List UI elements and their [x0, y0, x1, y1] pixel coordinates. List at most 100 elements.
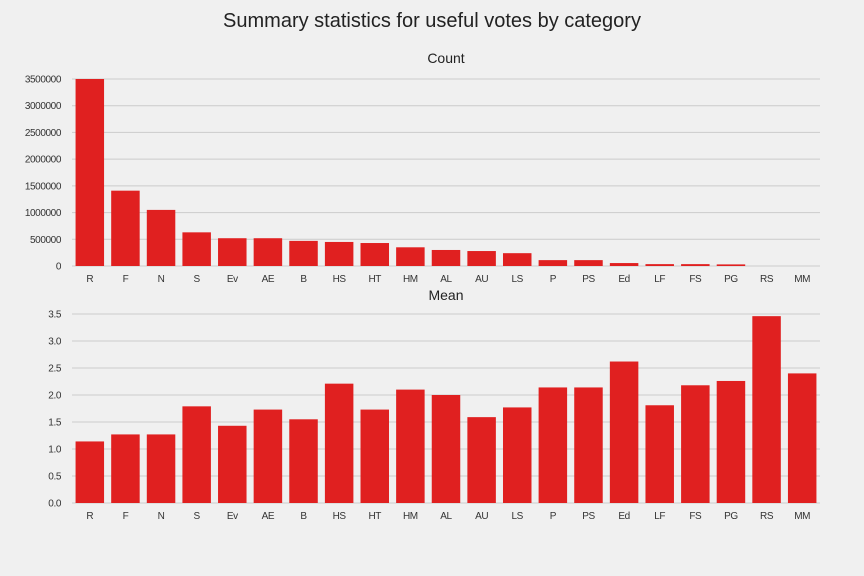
mean-bar-LF: [645, 405, 674, 503]
mean-x-tick-label: AL: [440, 511, 452, 522]
count-x-tick-label: F: [123, 274, 129, 285]
mean-x-tick-label: AE: [262, 511, 275, 522]
mean-bar-F: [111, 434, 140, 503]
count-x-tick-label: LF: [654, 274, 665, 285]
count-bar-AU: [467, 251, 496, 266]
mean-bar-Ed: [609, 361, 639, 503]
mean-y-tick-label: 0.5: [48, 472, 62, 483]
mean-bar-HT: [360, 409, 390, 503]
count-bar-PG: [716, 264, 746, 266]
mean-bar-FS: [681, 385, 710, 503]
count-x-tick-label: HS: [333, 274, 347, 285]
mean-y-tick-label: 2.5: [48, 364, 62, 375]
mean-x-tick-label: PS: [582, 511, 595, 522]
count-y-tick-label: 500000: [30, 235, 62, 246]
mean-y-tick-label: 3.0: [48, 337, 62, 348]
count-y-tick-label: 1500000: [25, 181, 62, 192]
mean-x-tick-label: B: [300, 511, 307, 522]
count-x-tick-label: FS: [689, 274, 702, 285]
mean-bar-AE: [253, 409, 283, 503]
mean-bar-RS: [752, 316, 781, 503]
count-bar-N: [146, 209, 176, 266]
mean-bar-HM: [396, 389, 425, 503]
count-x-tick-label: AE: [262, 274, 275, 285]
mean-bar-AU: [467, 417, 496, 503]
mean-x-tick-label: Ev: [227, 511, 238, 522]
count-x-tick-label: Ed: [618, 274, 629, 285]
count-x-tick-label: AU: [475, 274, 488, 285]
mean-chart-title: Mean: [428, 287, 463, 303]
count-y-tick-label: 2500000: [25, 128, 62, 139]
mean-bar-S: [182, 406, 211, 503]
count-chart: Count 0 500000 1000000 1500000 2000000 2500000…: [25, 50, 820, 285]
count-bar-Ed: [609, 263, 639, 266]
count-x-tick-label: MM: [794, 274, 810, 285]
count-x-tick-label: RS: [760, 274, 774, 285]
count-bar-AE: [253, 238, 283, 266]
mean-bar-PG: [716, 380, 746, 503]
count-bar-HT: [360, 243, 390, 266]
mean-x-tick-label: MM: [794, 511, 810, 522]
mean-y-tick-label: 1.0: [48, 445, 62, 456]
mean-x-tick-label: LS: [512, 511, 524, 522]
count-bar-LF: [645, 264, 674, 266]
count-bar-FS: [681, 264, 710, 266]
mean-chart: Mean 0.0 0.5 1.0 1.5 2.0 2.5 3.0 3.5 R F N S Ev AE B HS H…: [48, 287, 820, 522]
count-bar-P: [538, 260, 568, 266]
mean-y-tick-label: 1.5: [48, 418, 62, 429]
count-bar-AL: [431, 249, 461, 266]
count-bar-B: [289, 240, 318, 266]
count-y-tick-label: 1000000: [25, 208, 62, 219]
mean-x-tick-label: N: [158, 511, 165, 522]
mean-x-tick-label: Ed: [618, 511, 629, 522]
count-x-tick-label: AL: [440, 274, 452, 285]
count-bar-HM: [396, 247, 425, 266]
count-x-tick-label: PS: [582, 274, 595, 285]
count-bar-F: [111, 190, 140, 266]
count-bar-HS: [324, 241, 354, 266]
count-chart-title: Count: [427, 50, 464, 66]
count-x-tick-label: Ev: [227, 274, 238, 285]
count-x-tick-label: PG: [724, 274, 738, 285]
mean-y-tick-label: 0.0: [48, 499, 62, 510]
count-bar-R: [75, 79, 105, 266]
figure-title: Summary statistics for useful votes by c…: [223, 10, 641, 32]
mean-bar-B: [289, 419, 318, 503]
mean-bar-P: [538, 387, 568, 503]
count-y-tick-label: 3500000: [25, 75, 62, 86]
mean-x-tick-label: R: [86, 511, 93, 522]
count-x-tick-label: B: [300, 274, 307, 285]
count-y-tick-label: 2000000: [25, 155, 62, 166]
mean-x-tick-label: FS: [689, 511, 702, 522]
mean-x-tick-label: HS: [333, 511, 347, 522]
count-bar-Ev: [218, 238, 247, 266]
count-bar-PS: [574, 260, 603, 266]
mean-x-tick-label: AU: [475, 511, 488, 522]
mean-bar-PS: [574, 387, 603, 503]
count-bar-S: [182, 232, 211, 266]
mean-bar-LS: [502, 407, 532, 503]
mean-x-tick-label: PG: [724, 511, 738, 522]
mean-x-tick-label: RS: [760, 511, 774, 522]
mean-x-tick-label: S: [194, 511, 201, 522]
mean-bar-AL: [431, 395, 461, 503]
mean-y-tick-label: 2.0: [48, 391, 62, 402]
count-y-tick-label: 3000000: [25, 101, 62, 112]
mean-x-tick-label: HM: [403, 511, 418, 522]
count-x-tick-label: N: [158, 274, 165, 285]
mean-bar-R: [75, 441, 105, 503]
mean-bar-N: [146, 434, 176, 503]
mean-y-tick-label: 3.5: [48, 310, 62, 321]
count-x-tick-label: S: [194, 274, 201, 285]
mean-bar-MM: [787, 373, 817, 503]
count-x-tick-label: R: [86, 274, 93, 285]
mean-x-tick-label: HT: [368, 511, 381, 522]
count-x-tick-label: P: [550, 274, 557, 285]
mean-bar-HS: [324, 383, 354, 503]
mean-x-tick-label: LF: [654, 511, 665, 522]
count-y-tick-label: 0: [56, 262, 62, 273]
mean-bar-Ev: [218, 425, 247, 503]
count-x-tick-label: HM: [403, 274, 418, 285]
count-x-tick-label: HT: [368, 274, 381, 285]
